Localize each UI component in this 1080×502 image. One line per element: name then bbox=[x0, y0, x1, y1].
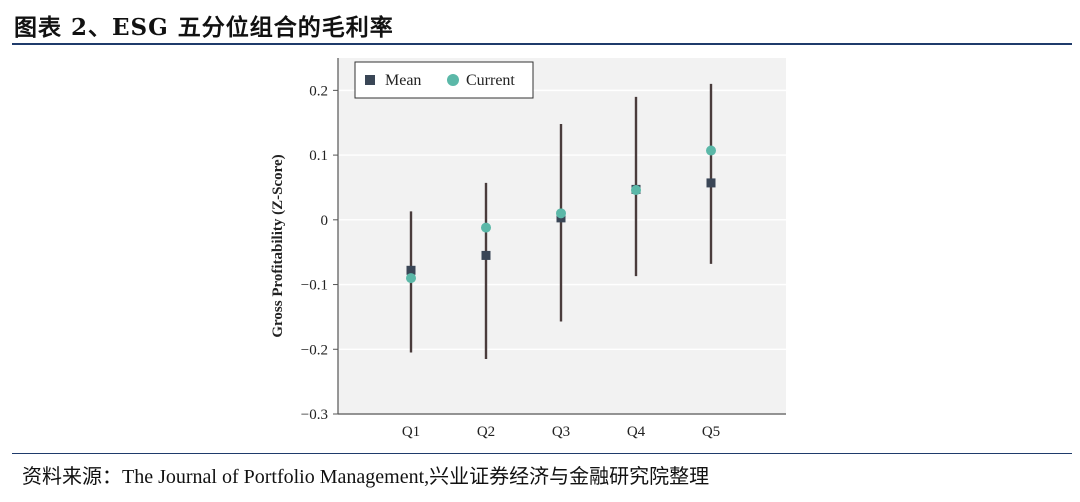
legend-current-label: Current bbox=[466, 72, 515, 89]
y-tick-label: −0.2 bbox=[301, 342, 328, 358]
mean-marker bbox=[406, 265, 416, 275]
x-tick-label: Q2 bbox=[477, 424, 495, 440]
current-marker bbox=[631, 185, 641, 196]
range-bars bbox=[409, 83, 713, 359]
source-note: 资料来源：The Journal of Portfolio Management… bbox=[22, 466, 710, 488]
mean-marker bbox=[481, 250, 491, 260]
y-tick-label: −0.1 bbox=[301, 278, 328, 294]
y-axis-label: Gross Profitability (Z-Score) bbox=[270, 154, 286, 337]
legend-current-marker bbox=[447, 74, 459, 86]
axes bbox=[337, 58, 786, 415]
figure-title: 图表 2、ESG 五分位组合的毛利率 bbox=[14, 14, 394, 41]
y-tick-label: 0.1 bbox=[309, 148, 328, 164]
mean-marker bbox=[706, 178, 716, 188]
x-tick-label: Q4 bbox=[627, 424, 646, 440]
y-tick-labels: 0.2 0.1 0 −0.1 −0.2 −0.3 bbox=[301, 83, 338, 423]
source-rule bbox=[12, 453, 1072, 454]
legend: Mean Current bbox=[354, 61, 534, 99]
current-marker bbox=[556, 208, 566, 219]
y-tick-label: 0 bbox=[321, 213, 329, 229]
current-marker bbox=[706, 145, 716, 156]
legend-mean-label: Mean bbox=[385, 72, 421, 89]
y-tick-label: 0.2 bbox=[309, 83, 328, 99]
current-marker bbox=[481, 222, 491, 233]
title-rule bbox=[12, 43, 1072, 45]
x-tick-label: Q3 bbox=[552, 424, 570, 440]
legend-box bbox=[354, 61, 534, 99]
data-points bbox=[406, 145, 716, 284]
x-tick-label: Q1 bbox=[402, 424, 420, 440]
current-marker bbox=[406, 273, 416, 284]
y-tick-label: −0.3 bbox=[301, 407, 328, 423]
x-tick-labels: Q1 Q2 Q3 Q4 Q5 bbox=[402, 424, 720, 440]
legend-mean-marker bbox=[365, 75, 375, 85]
x-tick-label: Q5 bbox=[702, 424, 720, 440]
